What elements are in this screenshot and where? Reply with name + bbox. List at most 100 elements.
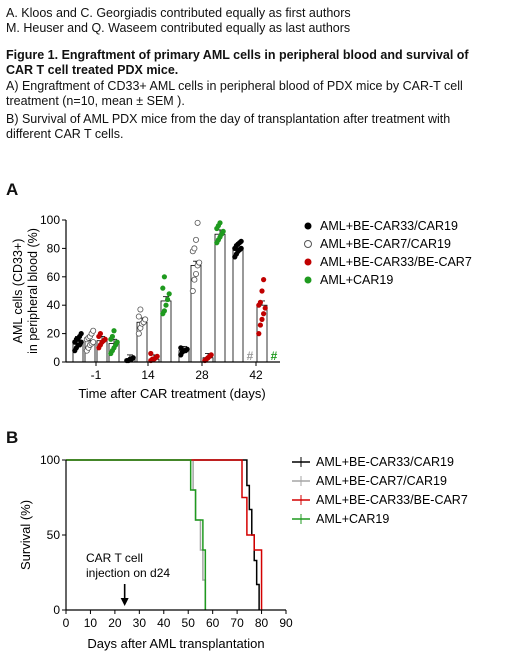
x-tick-label-60: 60 xyxy=(206,616,220,630)
legend-label-2: AML+BE-CAR7/CAR19 xyxy=(320,237,451,251)
y-axis-label-line1: AML cells (CD33+) xyxy=(11,239,25,344)
data-point-4-2-3 xyxy=(163,302,169,308)
caption-a-line2: treatment (n=10, mean ± SEM ). xyxy=(6,94,185,108)
data-point-4-2-7 xyxy=(161,274,167,280)
data-point-4-2-6 xyxy=(160,285,166,291)
data-point-4-1-8 xyxy=(111,328,117,334)
data-point-2-1-10 xyxy=(90,327,97,334)
data-point-3-4-8 xyxy=(259,288,265,294)
panel-a-letter: A xyxy=(6,180,19,199)
legend-label-3: AML+BE-CAR33/BE-CAR7 xyxy=(316,493,468,507)
annotation-line2: injection on d24 xyxy=(86,566,170,580)
data-point-4-1-7 xyxy=(109,333,115,340)
data-point-2-3-2 xyxy=(191,276,198,283)
data-point-3-2-5 xyxy=(154,353,160,359)
annotation-line1: CAR T cell xyxy=(86,551,143,565)
x-tick-label-0: 0 xyxy=(63,616,70,630)
legend-marker-1 xyxy=(304,222,312,230)
x-tick-label-1: -1 xyxy=(91,368,102,382)
no-data-marker-2: # xyxy=(271,349,278,363)
data-point-1-3-5 xyxy=(184,346,190,352)
data-point-2-3-9 xyxy=(194,219,201,226)
y-tick-label-0: 0 xyxy=(53,355,60,369)
legend-label-4: AML+CAR19 xyxy=(320,273,393,287)
x-tick-label-70: 70 xyxy=(230,616,244,630)
data-point-4-3-8 xyxy=(217,220,223,226)
y-tick-label-80: 80 xyxy=(47,241,61,255)
data-point-1-4-5 xyxy=(238,245,244,251)
data-point-4-3-5 xyxy=(220,228,226,234)
data-point-1-2-5 xyxy=(130,355,136,361)
x-tick-label-40: 40 xyxy=(157,616,171,630)
author-note-first: A. Kloos and C. Georgiadis contributed e… xyxy=(6,6,351,20)
data-point-3-4-5 xyxy=(262,305,268,311)
y-tick-label-100: 100 xyxy=(40,213,60,227)
x-axis-label: Time after CAR treatment (days) xyxy=(78,386,265,401)
caption-b-line1: B) Survival of AML PDX mice from the day… xyxy=(6,112,451,126)
data-point-3-1-7 xyxy=(97,331,103,337)
data-point-4-2-2 xyxy=(161,308,167,314)
data-point-1-3-6 xyxy=(178,345,184,351)
x-tick-label-50: 50 xyxy=(182,616,196,630)
data-point-2-3-3 xyxy=(192,270,199,277)
legend-label-2: AML+BE-CAR7/CAR19 xyxy=(316,474,447,488)
data-point-2-3-5 xyxy=(196,259,203,266)
data-point-4-2-4 xyxy=(165,296,171,303)
x-tick-label-2: 14 xyxy=(141,368,155,382)
x-tick-label-90: 90 xyxy=(279,616,293,630)
author-note-last: M. Heuser and Q. Waseem contributed equa… xyxy=(6,21,351,35)
data-point-2-2-5 xyxy=(142,316,149,323)
legend-label-1: AML+BE-CAR33/CAR19 xyxy=(316,455,454,469)
data-point-4-1-5 xyxy=(114,339,120,345)
data-point-4-2-5 xyxy=(166,291,172,297)
data-point-2-2-6 xyxy=(135,313,142,320)
x-tick-label-30: 30 xyxy=(133,616,147,630)
data-point-3-1-5 xyxy=(102,336,108,342)
survival-curve-4 xyxy=(66,459,207,610)
y-tick-label-60: 60 xyxy=(47,270,61,284)
data-point-2-3-1 xyxy=(189,288,196,295)
survival-step-chart: 0 50 100 0 10 20 30 40 50 60 70 80 90 Days after AML … xyxy=(18,453,468,651)
no-data-marker-1: # xyxy=(247,349,254,363)
survival-curve-2 xyxy=(66,459,207,610)
data-point-3-4-3 xyxy=(259,316,265,322)
data-point-3-4-7 xyxy=(257,299,263,305)
data-point-3-4-9 xyxy=(261,277,267,283)
survival-curve-1 xyxy=(66,459,260,610)
legend-marker-3 xyxy=(304,258,312,266)
x-tick-label-4: 42 xyxy=(249,368,263,382)
survival-curve-3 xyxy=(66,459,263,610)
data-point-2-3-7 xyxy=(191,245,198,252)
caption-a-line1: A) Engraftment of CD33+ AML cells in per… xyxy=(6,79,463,93)
legend-label-3: AML+BE-CAR33/BE-CAR7 xyxy=(320,255,472,269)
data-point-3-4-1 xyxy=(256,331,262,337)
bar-4-3 xyxy=(214,233,226,363)
data-point-1-1-10 xyxy=(78,331,84,337)
data-point-2-3-8 xyxy=(192,236,199,243)
data-point-3-3-5 xyxy=(208,352,214,358)
figure-title-line1: Figure 1. Engraftment of primary AML cel… xyxy=(6,48,469,62)
injection-arrow-head xyxy=(120,598,129,606)
y-tick-label-50: 50 xyxy=(47,528,61,542)
data-point-3-4-2 xyxy=(257,322,263,328)
legend-label-1: AML+BE-CAR33/CAR19 xyxy=(320,219,458,233)
x-axis-label: Days after AML transplantation xyxy=(87,636,264,651)
x-tick-label-80: 80 xyxy=(255,616,269,630)
bar-1-4 xyxy=(232,248,244,363)
y-tick-label-0: 0 xyxy=(53,603,60,617)
y-tick-label-100: 100 xyxy=(40,453,60,467)
x-tick-label-20: 20 xyxy=(108,616,122,630)
caption-b-line2: different CAR T cells. xyxy=(6,127,124,141)
legend-marker-2 xyxy=(304,240,312,248)
y-axis-label-line2: in peripheral blood (%) xyxy=(26,228,40,354)
figure-title-line2: CAR T cell treated PDX mice. xyxy=(6,63,179,77)
data-point-2-1-5 xyxy=(90,339,97,346)
y-axis-label: Survival (%) xyxy=(18,500,33,570)
y-tick-label-40: 40 xyxy=(47,298,61,312)
legend-label-4: AML+CAR19 xyxy=(316,512,389,526)
legend-marker-4 xyxy=(304,276,312,284)
engraftment-bar-chart: # #0 20 40 60 80 100 -1 14 28 42 Time after CAR tre… xyxy=(11,213,472,401)
data-point-2-2-1 xyxy=(135,330,142,337)
data-point-2-2-7 xyxy=(137,306,144,313)
data-point-3-2-6 xyxy=(148,350,154,357)
